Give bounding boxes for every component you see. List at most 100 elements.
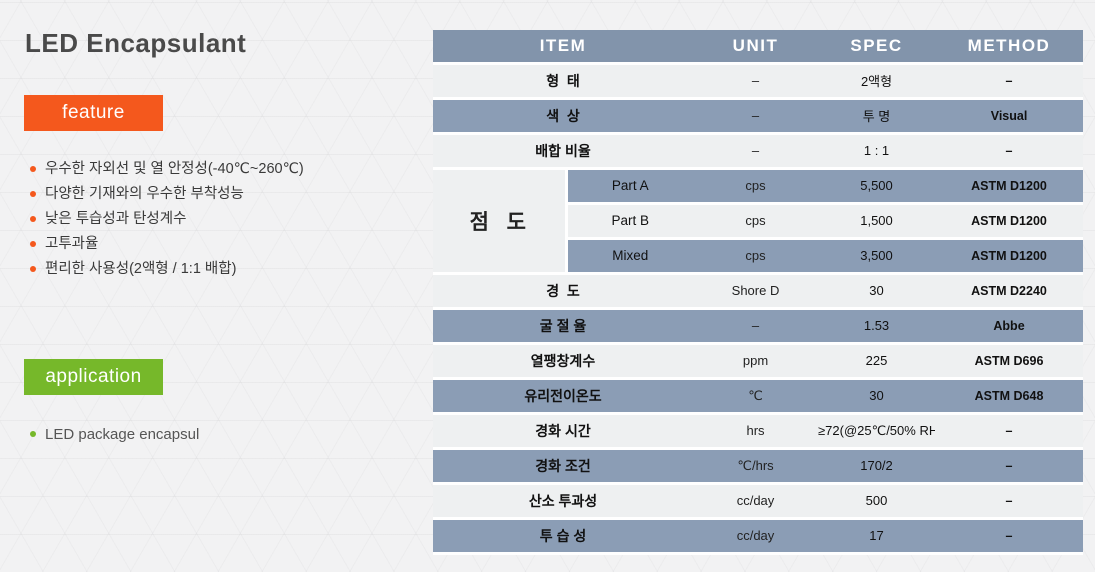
item-cell: 유리전이온도 bbox=[433, 378, 694, 415]
method-cell: ASTM D696 bbox=[935, 343, 1084, 380]
unit-cell: cc/day bbox=[693, 483, 819, 520]
unit-cell: – bbox=[693, 133, 819, 170]
unit-cell: cps bbox=[693, 168, 819, 205]
left-panel: LED Encapsulant feature 우수한 자외선 및 열 안정성(… bbox=[24, 28, 425, 443]
sub-item-cell: Part B bbox=[564, 203, 694, 240]
feature-item-label: 우수한 자외선 및 열 안정성(-40℃~260℃) bbox=[45, 161, 304, 177]
method-cell: ASTM D1200 bbox=[935, 238, 1084, 275]
item-cell: 경화 조건 bbox=[433, 448, 694, 485]
item-cell: 형 태 bbox=[433, 63, 694, 100]
item-cell: 경 도 bbox=[433, 273, 694, 310]
application-badge[interactable]: application bbox=[24, 359, 163, 395]
table-row: 배합 비율 – 1 : 1 – bbox=[433, 133, 1084, 170]
spec-table: ITEM UNIT SPEC METHOD 형 태 – 2액형 – 색 상 – … bbox=[433, 30, 1084, 555]
item-cell: 굴 절 율 bbox=[433, 308, 694, 345]
application-badge-label: application bbox=[45, 366, 142, 387]
bullet-dot-icon bbox=[30, 166, 36, 172]
spec-cell: 17 bbox=[818, 518, 936, 555]
spec-cell: 170/2 bbox=[818, 448, 936, 485]
method-cell: ASTM D1200 bbox=[935, 203, 1084, 240]
feature-item-label: 고투과율 bbox=[45, 236, 99, 252]
item-cell: 투 습 성 bbox=[433, 518, 694, 555]
spec-cell: 1,500 bbox=[818, 203, 936, 240]
feature-item-label: 낮은 투습성과 탄성계수 bbox=[45, 211, 187, 227]
list-item: LED package encapsul bbox=[30, 426, 430, 443]
feature-item-label: 편리한 사용성(2액형 / 1:1 배합) bbox=[45, 261, 237, 277]
unit-cell: ppm bbox=[693, 343, 819, 380]
unit-cell: – bbox=[693, 98, 819, 135]
item-cell: 색 상 bbox=[433, 98, 694, 135]
spec-cell: ≥72(@25℃/50% RH) bbox=[818, 413, 936, 450]
method-cell: – bbox=[935, 133, 1084, 170]
method-cell: ASTM D1200 bbox=[935, 168, 1084, 205]
spec-cell: 2액형 bbox=[818, 63, 936, 100]
item-cell: 산소 투과성 bbox=[433, 483, 694, 520]
unit-cell: cc/day bbox=[693, 518, 819, 555]
table-row: 굴 절 율 – 1.53 Abbe bbox=[433, 308, 1084, 345]
table-row: 유리전이온도 ℃ 30 ASTM D648 bbox=[433, 378, 1084, 415]
spec-cell: 1 : 1 bbox=[818, 133, 936, 170]
table-row: 산소 투과성 cc/day 500 – bbox=[433, 483, 1084, 520]
table-row: 경화 시간 hrs ≥72(@25℃/50% RH) – bbox=[433, 413, 1084, 450]
page-title: LED Encapsulant bbox=[25, 28, 247, 58]
table-row: 점 도 Part A cps 5,500 ASTM D1200 bbox=[433, 168, 1084, 275]
spec-cell: 투 명 bbox=[818, 98, 936, 135]
spec-cell: 500 bbox=[818, 483, 936, 520]
method-cell: – bbox=[935, 483, 1084, 520]
unit-cell: hrs bbox=[693, 413, 819, 450]
method-cell: – bbox=[935, 63, 1084, 100]
unit-cell: ℃/hrs bbox=[693, 448, 819, 485]
sub-item-cell: Part A bbox=[564, 168, 694, 205]
table-row: 형 태 – 2액형 – bbox=[433, 63, 1084, 100]
spec-cell: 3,500 bbox=[818, 238, 936, 275]
list-item: 편리한 사용성(2액형 / 1:1 배합) bbox=[30, 261, 430, 278]
table-row: 열팽창계수 ppm 225 ASTM D696 bbox=[433, 343, 1084, 380]
table-row: Part B cps 1,500 ASTM D1200 bbox=[433, 203, 1084, 240]
column-header-spec: SPEC bbox=[818, 30, 936, 65]
spec-cell: 225 bbox=[818, 343, 936, 380]
method-cell: – bbox=[935, 413, 1084, 450]
spec-cell: 30 bbox=[818, 273, 936, 310]
spec-cell: 5,500 bbox=[818, 168, 936, 205]
sub-item-cell: Mixed bbox=[564, 238, 694, 275]
viscosity-group-cell: 점 도 bbox=[433, 168, 566, 275]
bullet-dot-icon bbox=[30, 431, 36, 437]
method-cell: ASTM D648 bbox=[935, 378, 1084, 415]
feature-badge-label: feature bbox=[62, 102, 125, 123]
item-cell: 배합 비율 bbox=[433, 133, 694, 170]
table-row: 투 습 성 cc/day 17 – bbox=[433, 518, 1084, 555]
list-item: 낮은 투습성과 탄성계수 bbox=[30, 211, 430, 228]
table-header-row: ITEM UNIT SPEC METHOD bbox=[433, 30, 1084, 65]
method-cell: Abbe bbox=[935, 308, 1084, 345]
feature-item-label: 다양한 기재와의 우수한 부착성능 bbox=[45, 186, 244, 202]
spec-cell: 30 bbox=[818, 378, 936, 415]
list-item: 우수한 자외선 및 열 안정성(-40℃~260℃) bbox=[30, 161, 430, 178]
application-list: LED package encapsul bbox=[30, 426, 430, 451]
unit-cell: Shore D bbox=[693, 273, 819, 310]
method-cell: ASTM D2240 bbox=[935, 273, 1084, 310]
method-cell: – bbox=[935, 518, 1084, 555]
unit-cell: – bbox=[693, 308, 819, 345]
table-row: 경화 조건 ℃/hrs 170/2 – bbox=[433, 448, 1084, 485]
bullet-dot-icon bbox=[30, 266, 36, 272]
column-header-method: METHOD bbox=[935, 30, 1084, 65]
unit-cell: ℃ bbox=[693, 378, 819, 415]
method-cell: – bbox=[935, 448, 1084, 485]
bullet-dot-icon bbox=[30, 216, 36, 222]
table-row: 경 도 Shore D 30 ASTM D2240 bbox=[433, 273, 1084, 310]
column-header-unit: UNIT bbox=[693, 30, 819, 65]
table-row: Mixed cps 3,500 ASTM D1200 bbox=[433, 238, 1084, 275]
feature-badge[interactable]: feature bbox=[24, 95, 163, 131]
list-item: 다양한 기재와의 우수한 부착성능 bbox=[30, 186, 430, 203]
feature-list: 우수한 자외선 및 열 안정성(-40℃~260℃) 다양한 기재와의 우수한 … bbox=[30, 161, 430, 286]
unit-cell: – bbox=[693, 63, 819, 100]
unit-cell: cps bbox=[693, 203, 819, 240]
bullet-dot-icon bbox=[30, 191, 36, 197]
list-item: 고투과율 bbox=[30, 236, 430, 253]
bullet-dot-icon bbox=[30, 241, 36, 247]
column-header-item: ITEM bbox=[433, 30, 694, 65]
item-cell: 열팽창계수 bbox=[433, 343, 694, 380]
table-row: 색 상 – 투 명 Visual bbox=[433, 98, 1084, 135]
unit-cell: cps bbox=[693, 238, 819, 275]
method-cell: Visual bbox=[935, 98, 1084, 135]
